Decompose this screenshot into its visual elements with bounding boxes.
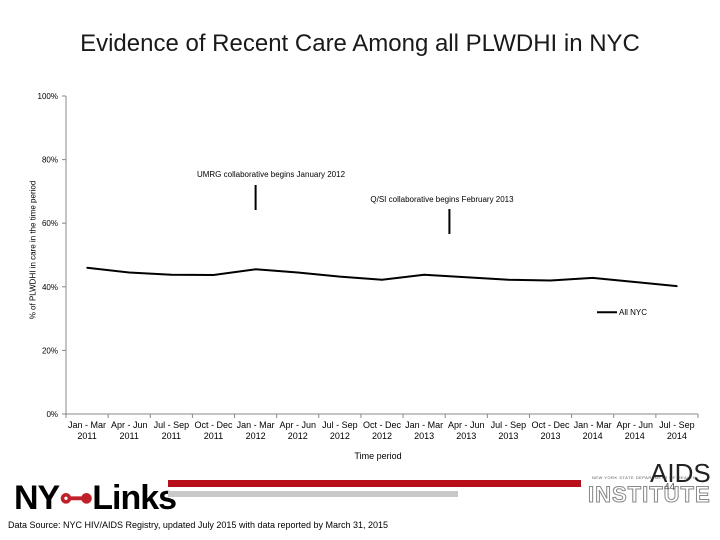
- aids-institute-logo-bottom: INSTITUTE: [588, 482, 711, 508]
- x-tick-label-year: 2011: [204, 431, 223, 441]
- x-tick-label: Oct - Dec: [194, 420, 233, 430]
- x-tick-label-year: 2011: [162, 431, 181, 441]
- aids-institute-logo-top: AIDS: [650, 458, 711, 488]
- x-tick-label-year: 2013: [541, 431, 561, 441]
- y-tick-label: 40%: [42, 283, 58, 292]
- x-tick-label: Apr - Jun: [448, 420, 485, 430]
- data-point: [465, 276, 468, 279]
- data-point: [507, 279, 510, 281]
- x-tick-label: Jul - Sep: [659, 420, 695, 430]
- x-tick-label-year: 2012: [372, 431, 392, 441]
- logo-part-links: Links: [92, 479, 177, 517]
- data-point: [254, 268, 257, 271]
- legend-label: All NYC: [619, 308, 647, 317]
- x-tick-label-year: 2014: [625, 431, 645, 441]
- x-tick-label-year: 2013: [414, 431, 434, 441]
- x-tick-label-year: 2013: [498, 431, 518, 441]
- x-tick-label: Apr - Jun: [617, 420, 654, 430]
- ny-links-logo: NY⊶Links: [14, 478, 177, 518]
- x-tick-label-year: 2012: [330, 431, 350, 441]
- data-point: [339, 275, 341, 278]
- y-tick-label: 0%: [46, 410, 58, 419]
- data-point: [381, 279, 383, 281]
- y-tick-label: 100%: [38, 92, 58, 101]
- page-number: 44: [664, 482, 676, 493]
- y-tick-label: 60%: [42, 219, 58, 228]
- x-tick-label: Jan - Mar: [237, 420, 275, 430]
- x-tick-label: Apr - Jun: [111, 420, 148, 430]
- x-tick-label-year: 2012: [246, 431, 266, 441]
- x-tick-label: Oct - Dec: [363, 420, 402, 430]
- data-point: [128, 271, 130, 274]
- y-tick-label: 80%: [42, 156, 58, 165]
- series-line-all-nyc: [86, 266, 678, 288]
- grey-divider-bar: [168, 491, 458, 497]
- data-point: [634, 281, 636, 283]
- annotation-qsi-text: Q/SI collaborative begins February 2013: [370, 195, 514, 204]
- x-tick-label: Jan - Mar: [574, 420, 612, 430]
- x-axis-label: Time period: [354, 451, 402, 461]
- x-tick-label: Jul - Sep: [491, 420, 527, 430]
- data-source-note: Data Source: NYC HIV/AIDS Registry, upda…: [8, 520, 389, 530]
- x-tick-label-year: 2012: [288, 431, 308, 441]
- data-point: [423, 273, 425, 276]
- x-tick-label-year: 2013: [456, 431, 476, 441]
- data-point: [170, 273, 173, 276]
- annotation-umrg-text: UMRG collaborative begins January 2012: [197, 170, 346, 179]
- x-tick-label: Jul - Sep: [322, 420, 358, 430]
- data-point: [212, 274, 215, 276]
- data-point: [549, 279, 552, 282]
- x-tick-label: Jul - Sep: [154, 420, 190, 430]
- logo-part-ny: NY: [14, 479, 60, 517]
- logo-link-icon: ⊶: [59, 479, 93, 517]
- y-tick-label: 20%: [42, 346, 58, 355]
- x-tick-label: Apr - Jun: [279, 420, 316, 430]
- x-tick-label-year: 2011: [120, 431, 139, 441]
- x-tick-label-year: 2014: [667, 431, 687, 441]
- data-point: [296, 271, 299, 274]
- org-department-text: NEW YORK STATE DEPARTMENT OF HEALTH: [592, 475, 697, 480]
- x-tick-label-year: 2011: [77, 431, 96, 441]
- data-point: [86, 266, 88, 269]
- chart-title: Evidence of Recent Care Among all PLWDHI…: [80, 30, 640, 57]
- data-point: [591, 277, 594, 279]
- data-point: [676, 285, 678, 287]
- x-tick-label: Jan - Mar: [405, 420, 443, 430]
- red-divider-bar: [168, 480, 581, 487]
- x-tick-label: Jan - Mar: [68, 420, 106, 430]
- x-tick-label-year: 2014: [583, 431, 603, 441]
- x-tick-label: Oct - Dec: [532, 420, 571, 430]
